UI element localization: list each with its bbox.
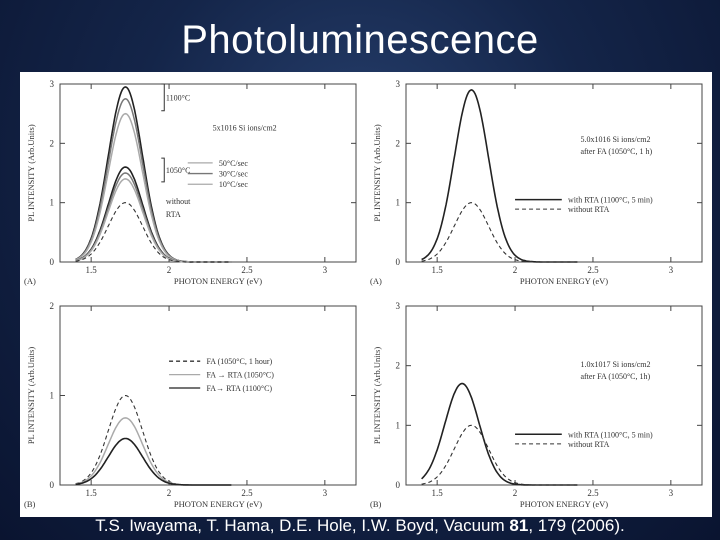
series-line bbox=[75, 417, 232, 486]
x-axis-label: PHOTON ENERGY (eV) bbox=[520, 499, 608, 509]
y-tick-label: 0 bbox=[50, 257, 55, 267]
legend-label: with RTA (1100°C, 5 min) bbox=[568, 430, 653, 439]
slide-title: Photoluminescence bbox=[181, 18, 539, 62]
y-axis-label: PL INTENSITY (Arb.Units) bbox=[372, 347, 382, 445]
citation-volume: 81 bbox=[509, 516, 529, 535]
panel-tag: (B) bbox=[24, 499, 36, 509]
y-tick-label: 0 bbox=[396, 257, 401, 267]
y-tick-label: 3 bbox=[396, 79, 401, 89]
plot-frame bbox=[405, 83, 703, 263]
y-axis-label: PL INTENSITY (Arb.Units) bbox=[372, 124, 382, 222]
x-tick-label: 3 bbox=[323, 265, 328, 275]
legend-label: FA (1050°C, 1 hour) bbox=[206, 357, 272, 366]
legend-label: 10°C/sec bbox=[219, 180, 248, 189]
x-axis-label: PHOTON ENERGY (eV) bbox=[520, 276, 608, 286]
annotation-label: 5x1016 Si ions/cm2 bbox=[213, 123, 277, 132]
legend-label: 30°C/sec bbox=[219, 170, 248, 179]
x-tick-label: 2 bbox=[513, 488, 518, 498]
legend-label: without RTA bbox=[568, 205, 610, 214]
x-tick-label: 3 bbox=[669, 265, 674, 275]
x-tick-label: 2.5 bbox=[241, 265, 253, 275]
panel-bottom-right: 1.5 2 2.5 3 0 1 2 3 PHOTON ENERGY (eV) PL INTENSI… bbox=[370, 301, 703, 509]
x-tick-label: 2.5 bbox=[241, 488, 253, 498]
series-line bbox=[75, 202, 232, 263]
x-tick-label: 3 bbox=[669, 488, 674, 498]
annotation-label: after FA (1050°C, 1 h) bbox=[580, 147, 652, 156]
y-tick-label: 3 bbox=[50, 79, 55, 89]
x-axis-label: PHOTON ENERGY (eV) bbox=[174, 499, 262, 509]
y-tick-label: 2 bbox=[50, 138, 55, 148]
series-line bbox=[75, 437, 232, 486]
plot-frame bbox=[405, 305, 703, 486]
x-tick-label: 2 bbox=[167, 488, 172, 498]
legend-label: without RTA bbox=[568, 440, 610, 449]
y-axis-label: PL INTENSITY (Arb.Units) bbox=[26, 347, 36, 445]
y-tick-label: 2 bbox=[396, 361, 401, 371]
legend-label: without bbox=[166, 197, 191, 206]
citation-authors: T.S. Iwayama, T. Hama, D.E. Hole, I.W. B… bbox=[95, 516, 510, 535]
x-tick-label: 2.5 bbox=[587, 265, 599, 275]
x-axis-label: PHOTON ENERGY (eV) bbox=[174, 276, 262, 286]
x-tick-label: 1.5 bbox=[86, 488, 98, 498]
y-tick-label: 1 bbox=[396, 420, 401, 430]
plot-frame bbox=[59, 305, 357, 486]
y-tick-label: 3 bbox=[396, 301, 401, 311]
x-tick-label: 1.5 bbox=[86, 265, 98, 275]
x-tick-label: 2.5 bbox=[587, 488, 599, 498]
legend-label: FA→ RTA (1100°C) bbox=[206, 384, 272, 393]
legend-label: FA → RTA (1050°C) bbox=[206, 371, 274, 380]
series-line bbox=[421, 424, 578, 486]
series-line bbox=[421, 202, 578, 263]
panel-top-right: 1.5 2 2.5 3 0 1 2 3 PHOTON ENERGY (eV) PL INTENSI… bbox=[370, 79, 703, 286]
y-tick-label: 0 bbox=[50, 480, 55, 490]
annotation-label: after FA (1050°C, 1h) bbox=[580, 372, 650, 381]
x-tick-label: 2 bbox=[167, 265, 172, 275]
x-tick-label: 2 bbox=[513, 265, 518, 275]
y-axis-label: PL INTENSITY (Arb.Units) bbox=[26, 124, 36, 222]
figure-area: 1.5 2 2.5 3 0 1 2 3 PHOTON ENERGY (eV) PL INTENSI… bbox=[20, 72, 712, 517]
x-tick-label: 3 bbox=[323, 488, 328, 498]
y-tick-label: 1 bbox=[50, 391, 55, 401]
y-tick-label: 1 bbox=[50, 198, 55, 208]
citation: T.S. Iwayama, T. Hama, D.E. Hole, I.W. B… bbox=[0, 516, 720, 536]
bracket bbox=[161, 83, 165, 112]
y-tick-label: 1 bbox=[396, 198, 401, 208]
y-tick-label: 2 bbox=[396, 138, 401, 148]
panel-top-left: 1.5 2 2.5 3 0 1 2 3 PHOTON ENERGY (eV) PL INTENSI… bbox=[24, 79, 357, 286]
legend-label: RTA bbox=[166, 210, 181, 219]
annotation-label: 5.0x1016 Si ions/cm2 bbox=[580, 135, 650, 144]
annotation-label: 1.0x1017 Si ions/cm2 bbox=[580, 360, 650, 369]
y-tick-label: 0 bbox=[396, 480, 401, 490]
panel-tag: (A) bbox=[370, 276, 382, 286]
x-tick-label: 1.5 bbox=[432, 265, 444, 275]
bracket bbox=[161, 157, 165, 183]
panel-tag: (B) bbox=[370, 499, 382, 509]
legend-label: 50°C/sec bbox=[219, 159, 248, 168]
legend-label: with RTA (1100°C, 5 min) bbox=[568, 196, 653, 205]
annotation-label: 1050°C bbox=[166, 166, 191, 175]
citation-pages: , 179 (2006). bbox=[528, 516, 625, 535]
y-tick-label: 2 bbox=[50, 301, 55, 311]
series-line bbox=[421, 89, 578, 263]
panel-tag: (A) bbox=[24, 276, 36, 286]
x-tick-label: 1.5 bbox=[432, 488, 444, 498]
annotation-label: 1100°C bbox=[166, 94, 190, 103]
